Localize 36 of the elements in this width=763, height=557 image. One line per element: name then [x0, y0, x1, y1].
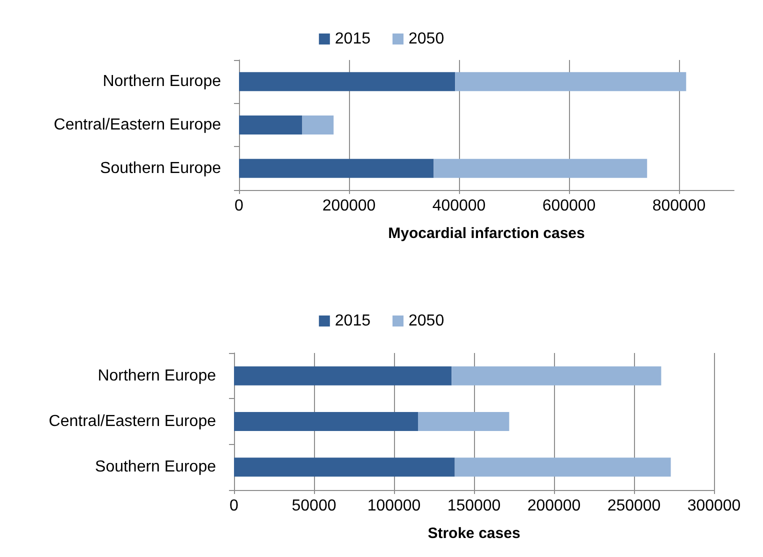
bar — [239, 158, 434, 178]
y-tick-label: Northern Europe — [98, 367, 216, 384]
y-tick-label: Central/Eastern Europe — [48, 413, 216, 430]
x-tick-label: 0 — [230, 498, 239, 514]
x-tick-label: 150000 — [447, 498, 501, 514]
legend-label: 2015 — [334, 30, 371, 48]
x-tick-label: 200000 — [322, 198, 376, 214]
bar — [239, 116, 302, 134]
y-tick-label: Central/Eastern Europe — [54, 116, 222, 134]
x-tick-label: 200000 — [527, 498, 581, 514]
x-axis-title: Stroke cases — [428, 525, 520, 542]
bar — [234, 412, 418, 431]
y-tick-label: Southern Europe — [95, 458, 216, 476]
x-tick-label: 100000 — [367, 498, 421, 514]
x-tick-label: 0 — [234, 198, 244, 214]
x-tick-label: 300000 — [687, 498, 741, 514]
x-axis-title: Myocardial infarction cases — [388, 225, 585, 242]
x-tick-label: 50000 — [292, 498, 336, 514]
bar — [434, 158, 648, 178]
bar — [234, 458, 455, 477]
y-tick-label: Northern Europe — [102, 73, 222, 90]
x-tick-label: 800000 — [652, 198, 706, 214]
bar — [239, 72, 456, 92]
bar — [418, 412, 510, 431]
x-tick-label: 600000 — [542, 198, 596, 214]
legend-label: 2015 — [334, 312, 371, 330]
x-tick-label: 250000 — [607, 498, 661, 514]
bar — [452, 366, 662, 386]
bar — [455, 72, 686, 92]
bar — [302, 116, 334, 134]
bar — [234, 366, 452, 386]
bar — [454, 458, 671, 477]
x-tick-label: 400000 — [432, 198, 486, 214]
legend-label: 2050 — [408, 312, 444, 330]
legend-label: 2050 — [408, 30, 444, 48]
y-tick-label: Southern Europe — [100, 160, 222, 177]
